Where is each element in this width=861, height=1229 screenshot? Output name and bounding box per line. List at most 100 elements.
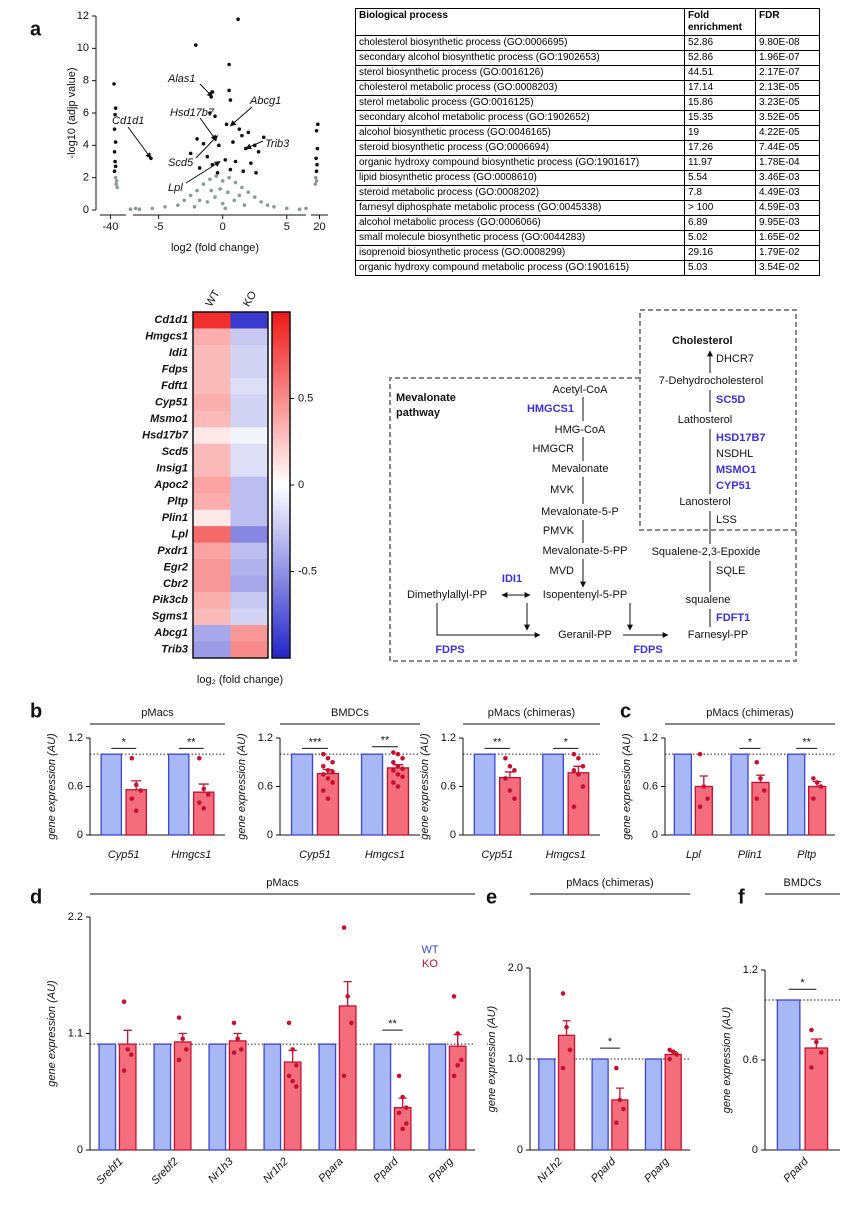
pathway-metabolite: Lathosterol bbox=[678, 414, 732, 426]
data-point bbox=[330, 780, 335, 785]
data-point bbox=[705, 796, 710, 801]
data-point bbox=[286, 1020, 292, 1026]
data-point bbox=[395, 784, 401, 789]
significance-label: * bbox=[564, 736, 569, 748]
heatmap-cell bbox=[193, 361, 231, 379]
data-point bbox=[180, 1036, 185, 1042]
colorbar-tick-label: -0.5 bbox=[298, 565, 317, 577]
point bbox=[193, 43, 198, 47]
category-label: Cyp51 bbox=[108, 849, 140, 861]
point bbox=[113, 112, 117, 117]
point bbox=[113, 175, 118, 180]
chart-title: pMacs bbox=[266, 877, 299, 889]
data-point bbox=[176, 1057, 182, 1063]
data-point bbox=[321, 751, 326, 757]
point bbox=[133, 206, 138, 211]
table-cell: alcohol biosynthetic process (GO:0046165… bbox=[355, 125, 685, 141]
point bbox=[224, 122, 229, 127]
table-cell: sterol metabolic process (GO:0016125) bbox=[355, 95, 685, 111]
y-tick-label: 1.2 bbox=[441, 732, 456, 744]
table-cell: steroid biosynthetic process (GO:0006694… bbox=[355, 140, 685, 156]
panel-label: f bbox=[738, 886, 745, 908]
data-point bbox=[459, 1057, 464, 1063]
point bbox=[188, 193, 193, 198]
y-axis-label: gene expression (AU) bbox=[46, 980, 58, 1087]
point bbox=[314, 156, 318, 161]
row-label: Idi1 bbox=[169, 347, 188, 359]
table-cell: 1.65E-02 bbox=[755, 230, 820, 246]
legend-entry: WT bbox=[421, 944, 438, 956]
x-tick-label: 20 bbox=[313, 221, 325, 233]
annotation-arrow bbox=[185, 161, 221, 184]
data-point bbox=[571, 804, 577, 810]
data-point bbox=[617, 1097, 623, 1103]
point bbox=[112, 169, 117, 173]
y-axis-label: gene expression (AU) bbox=[721, 1006, 733, 1113]
table-cell: secondary alcohol biosynthetic process (… bbox=[355, 50, 685, 66]
data-point bbox=[391, 759, 396, 765]
point bbox=[315, 162, 319, 167]
data-point bbox=[697, 804, 703, 810]
data-point bbox=[819, 1050, 824, 1055]
bar bbox=[360, 753, 384, 836]
bar bbox=[228, 1040, 247, 1151]
heatmap-cell bbox=[230, 312, 269, 329]
pathway-highlight: IDI1 bbox=[502, 573, 522, 585]
bar bbox=[557, 1034, 576, 1151]
table-cell: 2.17E-07 bbox=[755, 65, 820, 81]
point bbox=[316, 122, 320, 127]
data-point bbox=[451, 994, 457, 999]
annotation-arrow bbox=[195, 135, 218, 159]
pathway-metabolite: HMG-CoA bbox=[555, 424, 606, 436]
data-point bbox=[761, 788, 767, 793]
bar bbox=[730, 753, 749, 836]
point bbox=[113, 164, 118, 169]
data-point bbox=[395, 763, 401, 769]
category-label: Nr1h2 bbox=[535, 1156, 565, 1186]
pathway-enzyme: PMVK bbox=[543, 525, 575, 537]
table-row: small molecule biosynthetic process (GO:… bbox=[355, 230, 820, 246]
heatmap-cell bbox=[230, 443, 269, 461]
table-cell: 4.59E-03 bbox=[755, 200, 820, 216]
pathway-metabolite: squalene bbox=[686, 594, 731, 606]
category-label: Hmgcs1 bbox=[171, 849, 211, 861]
bar bbox=[644, 1058, 663, 1151]
data-point bbox=[580, 784, 586, 789]
significance-label: * bbox=[122, 736, 127, 748]
data-point bbox=[400, 1126, 405, 1132]
category-label: Srebf1 bbox=[94, 1156, 125, 1187]
pathway-metabolite: Squalene-2,3-Epoxide bbox=[652, 546, 761, 558]
bar bbox=[538, 1058, 556, 1151]
annotation-arrow bbox=[199, 117, 217, 141]
point bbox=[237, 193, 242, 198]
significance-label: *** bbox=[309, 736, 323, 748]
error-bar bbox=[343, 980, 352, 1006]
category-label: Hmgcs1 bbox=[546, 849, 586, 861]
row-label: Msmo1 bbox=[150, 413, 188, 425]
heatmap-cell bbox=[193, 641, 231, 659]
bar bbox=[386, 767, 410, 836]
point bbox=[233, 180, 238, 185]
data-point bbox=[404, 1121, 409, 1126]
point bbox=[112, 127, 117, 131]
data-point bbox=[503, 776, 508, 781]
data-point bbox=[290, 1047, 295, 1052]
data-point bbox=[391, 780, 396, 785]
pathway-enzyme: MVK bbox=[550, 484, 575, 496]
table-cell: lipid biosynthetic process (GO:0008610) bbox=[355, 170, 685, 186]
table-cell: cholesterol metabolic process (GO:000820… bbox=[355, 80, 685, 96]
chart-title: pMacs (chimeras) bbox=[566, 877, 653, 889]
point bbox=[208, 111, 212, 115]
bar bbox=[98, 1043, 117, 1151]
data-point bbox=[201, 806, 207, 811]
data-point bbox=[231, 1020, 237, 1026]
point bbox=[231, 140, 235, 144]
category-label: Ppara bbox=[316, 1156, 345, 1185]
data-point bbox=[809, 1065, 814, 1070]
significance-label: ** bbox=[381, 735, 390, 747]
data-point bbox=[235, 1036, 240, 1042]
point bbox=[112, 150, 117, 154]
table-cell: > 100 bbox=[684, 200, 756, 216]
point bbox=[188, 151, 193, 156]
